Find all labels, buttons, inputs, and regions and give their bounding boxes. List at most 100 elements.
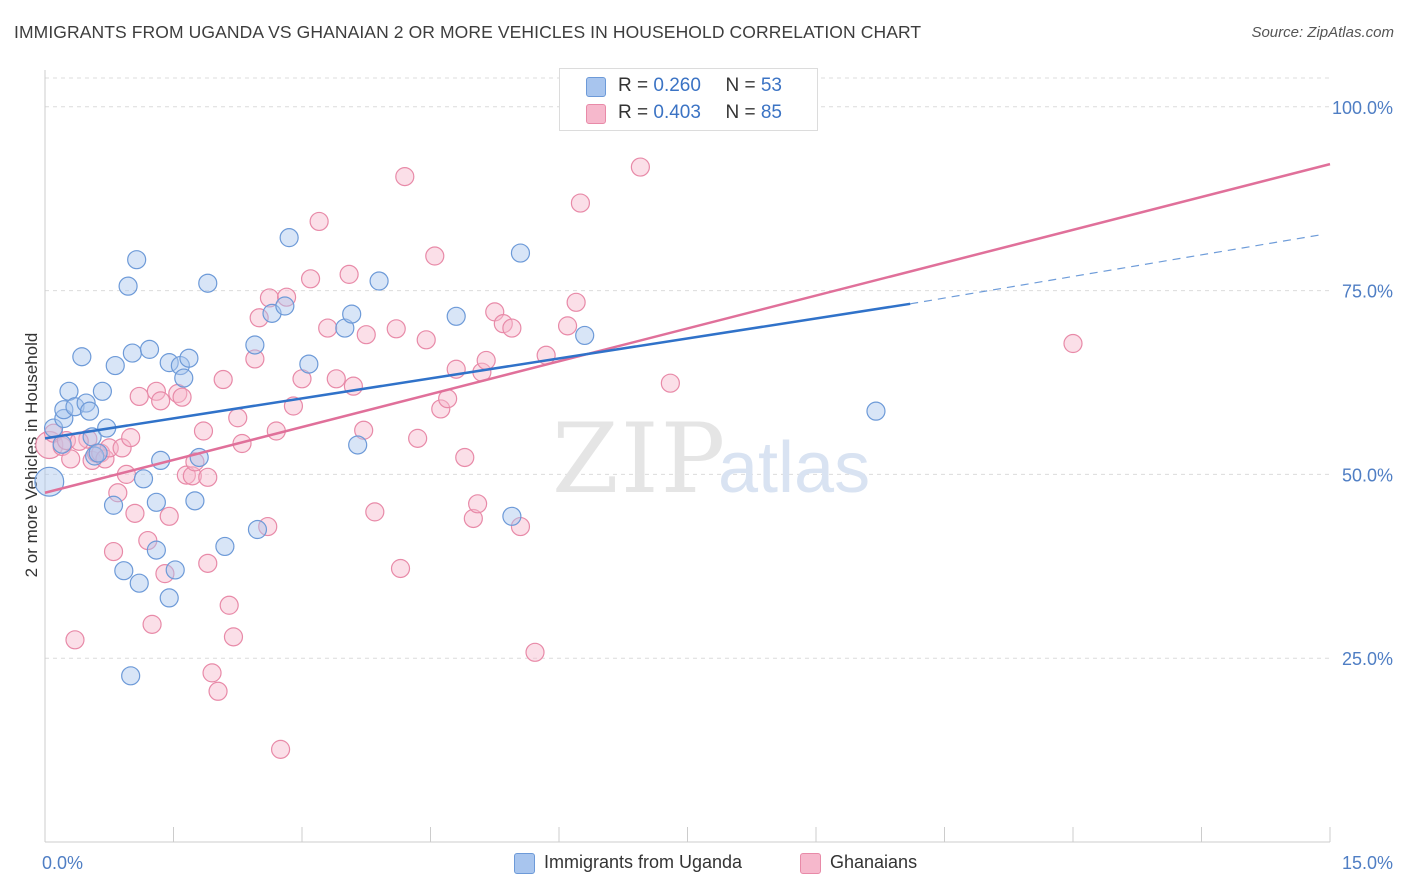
uganda-point [72,347,92,367]
ghana-point [502,318,522,338]
uganda-point [54,400,74,420]
ghana-point [395,167,415,187]
uganda-point [159,353,179,373]
ghana-point [198,467,218,487]
ghana-point [660,373,680,393]
uganda-point [85,446,105,466]
uganda-trend-line [44,302,911,440]
uganda-point [275,296,295,316]
watermark: ZIP atlas [552,403,870,515]
ghana-point [223,627,244,647]
ghana-point [416,330,436,350]
ghana-point [468,494,488,514]
ghana-point [390,558,411,579]
uganda-point [159,588,179,608]
uganda-point [342,304,362,324]
uganda-point [215,536,235,557]
uganda-point [79,401,100,421]
uganda-point [52,434,72,454]
uganda-point [129,573,149,593]
uganda-n-value: 53 [760,75,782,96]
ghana-point [463,508,483,529]
ghana-point [365,502,385,522]
uganda-points [34,228,886,686]
uganda-point [103,495,124,515]
uganda-point [146,540,166,560]
ghana-point [172,387,192,407]
uganda-point [348,435,368,455]
ghana-point [142,614,162,634]
uganda-point [446,306,466,326]
uganda-point [92,381,112,401]
ghana-point [1063,333,1083,354]
y-tick-label: 100.0% [1332,98,1393,118]
ghana-point [566,292,586,312]
ghana-point [386,319,406,339]
ghana-swatch [586,104,606,124]
ghana-legend-label: Ghanaians [830,852,918,872]
ghana-point [356,325,376,345]
uganda-point [245,335,265,355]
ghana-point [151,391,171,411]
uganda-point [369,271,389,291]
uganda-legend-swatch [514,853,535,874]
uganda-point [146,492,166,512]
ghana-point [61,449,81,469]
ghana-point [425,246,445,266]
ghana-point [455,447,475,468]
uganda-point [299,354,319,374]
y-tick-labels: 25.0% 50.0% 75.0% 100.0% [1332,98,1393,669]
ghana-r-value: 0.403 [653,102,701,123]
ghana-point [309,211,329,232]
watermark-zip: ZIP [552,403,727,515]
ghana-point [354,420,374,440]
ghana-trend-line [44,162,1331,494]
ghana-point [259,288,280,308]
ghana-n-value: 85 [760,102,782,123]
ghana-point [182,466,202,486]
uganda-point [65,397,85,417]
ghana-point [326,369,346,389]
ghana-point [125,503,145,523]
axes [44,70,1331,843]
uganda-point [139,339,160,359]
ghana-point [103,541,124,562]
ghana-point [630,157,650,177]
watermark-atlas: atlas [718,428,870,508]
x-tick-label-min: 0.0% [42,853,83,873]
ghana-point [431,399,451,419]
uganda-point [198,273,218,293]
ghana-point [570,193,591,213]
ghana-point [155,564,175,584]
uganda-point [127,250,147,270]
uganda-point [502,506,522,526]
uganda-point [88,443,108,463]
ghanaians-points [35,157,1083,759]
uganda-point [133,469,154,489]
y-tick-label: 50.0% [1342,465,1393,485]
uganda-point [105,355,125,376]
ghana-point [557,316,578,336]
ghana-legend-swatch [800,853,821,874]
ghana-point [408,428,428,448]
x-tick-label-max: 15.0% [1342,853,1393,873]
uganda-point [174,368,194,388]
uganda-point [575,325,595,346]
ghana-point [300,269,321,289]
uganda-point [165,560,185,580]
ghana-point [129,386,149,407]
uganda-point [279,228,299,248]
ghana-point [219,595,239,615]
uganda-point [866,401,886,421]
uganda-swatch [586,77,606,97]
uganda-point [121,666,141,686]
ghana-point [245,349,265,369]
uganda-point [510,243,531,263]
uganda-n-label: N = [725,75,761,96]
correlation-legend: R = 0.260 N = 53 R = 0.403 N = 85 [559,68,818,131]
ghana-point [339,264,359,284]
ghana-point [318,318,338,338]
uganda-r-value: 0.260 [653,75,701,96]
ghana-point [108,483,128,503]
